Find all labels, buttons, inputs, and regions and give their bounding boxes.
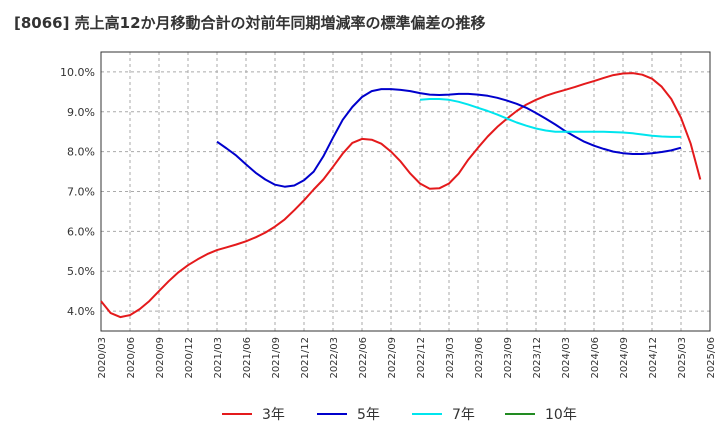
x-tick-label: 2024/03 xyxy=(561,337,572,379)
x-tick-label: 2022/06 xyxy=(358,337,369,379)
y-tick-label: 4.0% xyxy=(67,305,95,318)
x-tick-label: 2023/12 xyxy=(532,337,543,379)
y-tick-label: 6.0% xyxy=(67,225,95,238)
x-tick-label: 2020/03 xyxy=(97,337,108,379)
x-tick-label: 2020/12 xyxy=(184,337,195,379)
series-lines xyxy=(100,72,702,319)
x-tick-label: 2021/03 xyxy=(213,337,224,379)
x-tick-label: 2021/12 xyxy=(300,337,311,379)
legend: 3年 5年 7年 10年 xyxy=(222,407,577,423)
series-line-3年 xyxy=(100,72,702,319)
x-axis: 2020/03 2020/06 2020/09 2020/12 2021/03 2021/… xyxy=(97,337,717,379)
x-tick-label: 2020/09 xyxy=(155,337,166,379)
x-tick-label: 2024/06 xyxy=(590,337,601,379)
plot-frame xyxy=(100,51,711,332)
y-axis: 4.0% 5.0% 6.0% 7.0% 8.0% 9.0% 10.0% xyxy=(60,66,95,318)
x-tick-label: 2021/09 xyxy=(271,337,282,379)
y-tick-label: 8.0% xyxy=(67,146,95,159)
series-line-5年 xyxy=(216,88,682,188)
chart-title: [8066] 売上高12か月移動合計の対前年同期増減率の標準偏差の推移 xyxy=(14,14,486,32)
x-tick-label: 2020/06 xyxy=(126,337,137,379)
y-tick-label: 9.0% xyxy=(67,106,95,119)
legend-label: 3年 xyxy=(262,407,285,423)
x-tick-label: 2023/09 xyxy=(503,337,514,379)
x-tick-label: 2022/12 xyxy=(416,337,427,379)
x-tick-label: 2022/09 xyxy=(387,337,398,379)
y-tick-label: 5.0% xyxy=(67,265,95,278)
x-tick-label: 2022/03 xyxy=(329,337,340,379)
x-tick-label: 2021/06 xyxy=(242,337,253,379)
x-tick-label: 2024/12 xyxy=(648,337,659,379)
legend-label: 5年 xyxy=(357,407,380,423)
legend-label: 7年 xyxy=(452,407,475,423)
x-tick-label: 2025/03 xyxy=(677,337,688,379)
x-tick-label: 2025/06 xyxy=(706,337,717,379)
x-tick-label: 2024/09 xyxy=(619,337,630,379)
series-line-7年 xyxy=(419,98,681,138)
grid xyxy=(100,52,711,331)
x-tick-label: 2023/06 xyxy=(474,337,485,379)
x-tick-label: 2023/03 xyxy=(445,337,456,379)
legend-label: 10年 xyxy=(545,407,577,423)
y-tick-label: 7.0% xyxy=(67,186,95,199)
y-tick-label: 10.0% xyxy=(60,66,95,79)
